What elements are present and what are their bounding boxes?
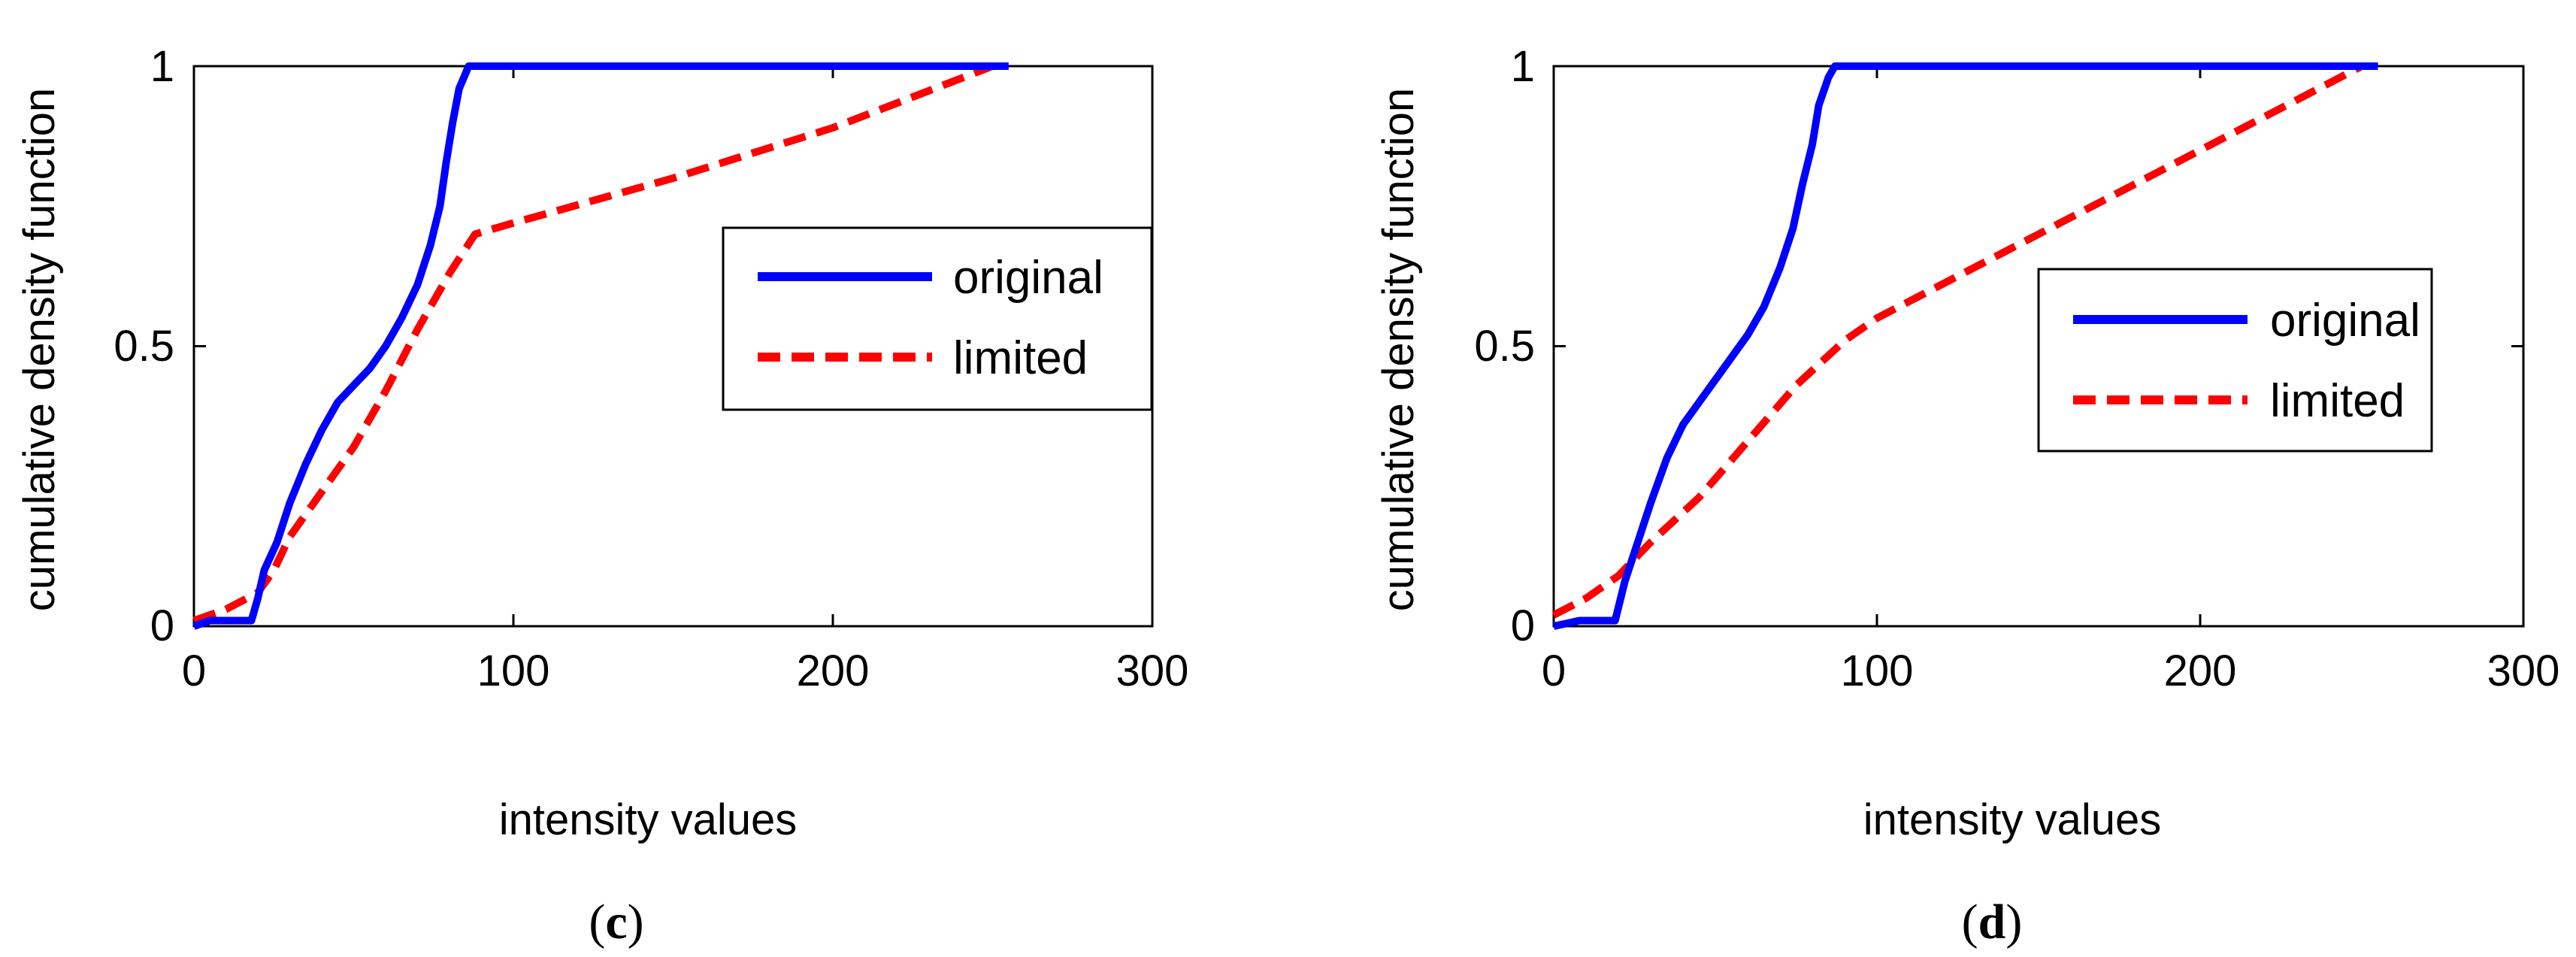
x-tick-label: 200: [797, 647, 870, 695]
legend-box: [722, 226, 1153, 411]
x-tick-label: 100: [1841, 647, 1914, 695]
x-tick-label: 300: [1116, 647, 1189, 695]
legend-label-limited: limited: [953, 332, 1088, 384]
chart-panel-c: 0 0.5 1 0 100 200 300 intensity values c…: [15, 42, 1188, 949]
plot-area: [1551, 62, 2525, 630]
series-line-limited: [1551, 62, 2364, 619]
y-axis-label: cumulative density function: [1374, 88, 1423, 611]
y-tick-label: 0.5: [114, 322, 174, 371]
panel-label-paren: ): [628, 895, 644, 949]
y-tick-label: 0: [150, 601, 174, 650]
x-tick-label: 100: [477, 647, 550, 695]
y-axis-label: cumulative density function: [15, 88, 64, 611]
chart-panel-d: 0 0.5 1 0 100 200 300 intensity values c…: [1374, 42, 2559, 949]
series-line-original: [192, 62, 1009, 630]
panel-label-paren: (: [1962, 895, 1978, 949]
legend: original limited: [2037, 268, 2433, 453]
y-tick-label: 1: [150, 42, 174, 91]
panel-label-c: (c): [589, 895, 643, 949]
panel-label-letter: d: [1978, 895, 2006, 949]
y-tick-label: 1: [1511, 42, 1535, 91]
legend-label-original: original: [953, 252, 1103, 304]
legend-label-original: original: [2270, 295, 2420, 347]
x-tick-label: 0: [182, 647, 206, 695]
legend-box: [2037, 268, 2433, 453]
legend: original limited: [722, 226, 1153, 411]
x-axis-label: intensity values: [499, 795, 798, 844]
legend-label-limited: limited: [2270, 375, 2405, 427]
x-axis-label: intensity values: [1863, 795, 2162, 844]
y-tick-label: 0.5: [1474, 322, 1535, 371]
panel-label-letter: c: [605, 895, 627, 949]
plot-area: [192, 62, 1154, 630]
panel-label-paren: (: [589, 895, 605, 949]
y-tick-label: 0: [1511, 601, 1535, 650]
x-tick-label: 300: [2487, 647, 2560, 695]
panel-label-paren: ): [2005, 895, 2022, 949]
x-tick-label: 200: [2164, 647, 2237, 695]
series-line-original: [1552, 62, 2378, 630]
x-tick-label: 0: [1542, 647, 1566, 695]
panel-label-d: (d): [1962, 895, 2023, 949]
